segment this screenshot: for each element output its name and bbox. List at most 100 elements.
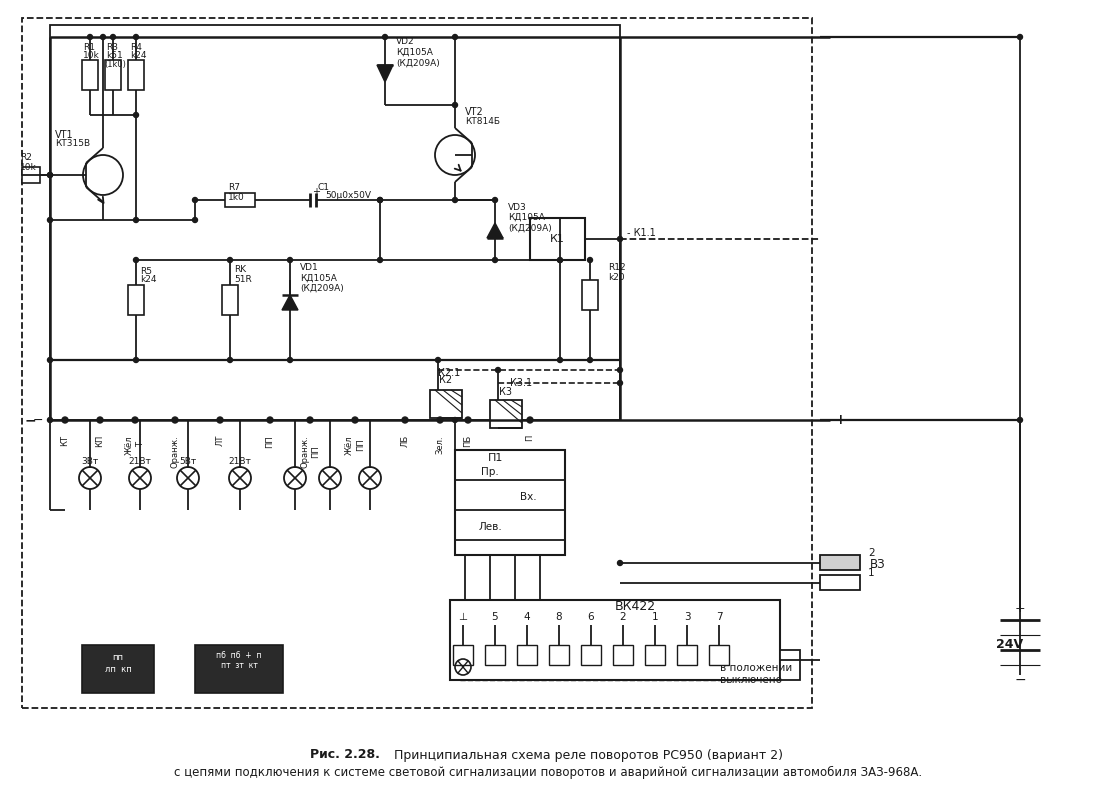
- Text: R12: R12: [608, 264, 626, 273]
- Text: +: +: [1015, 602, 1026, 614]
- Text: - К1.1: - К1.1: [627, 228, 655, 238]
- Bar: [517, 645, 537, 665]
- Circle shape: [132, 417, 138, 423]
- Text: Вх.: Вх.: [520, 492, 537, 502]
- Bar: [709, 645, 729, 665]
- Bar: [128, 285, 144, 315]
- Circle shape: [495, 367, 501, 372]
- Circle shape: [558, 257, 562, 262]
- Text: пп: пп: [113, 654, 124, 662]
- Circle shape: [98, 417, 103, 423]
- Bar: [128, 60, 144, 90]
- Circle shape: [111, 34, 115, 39]
- Circle shape: [1017, 34, 1023, 39]
- Text: КД105А: КД105А: [396, 47, 433, 56]
- Text: 8: 8: [556, 612, 562, 622]
- Text: C1: C1: [318, 183, 330, 192]
- Text: КТ814Б: КТ814Б: [465, 116, 500, 125]
- Bar: [820, 575, 860, 590]
- Polygon shape: [377, 65, 393, 82]
- Bar: [82, 60, 98, 90]
- Text: К3: К3: [500, 387, 513, 397]
- Text: Жёл
ПП: Жёл ПП: [345, 435, 365, 455]
- Text: RK: RK: [235, 265, 247, 274]
- Text: ВЗ: ВЗ: [870, 558, 886, 572]
- Circle shape: [287, 257, 293, 262]
- Circle shape: [47, 358, 53, 363]
- Circle shape: [88, 34, 92, 39]
- Text: 2: 2: [868, 548, 875, 558]
- Text: −: −: [1014, 673, 1026, 687]
- Circle shape: [617, 237, 623, 241]
- Circle shape: [383, 34, 388, 39]
- Circle shape: [228, 358, 232, 363]
- Bar: [677, 645, 697, 665]
- Circle shape: [134, 217, 138, 222]
- Polygon shape: [282, 295, 298, 310]
- Text: выключено: выключено: [720, 675, 783, 685]
- Circle shape: [47, 217, 53, 222]
- Text: ЛТ: ЛТ: [216, 435, 225, 447]
- Bar: [195, 645, 283, 693]
- Text: ЛБ: ЛБ: [400, 435, 410, 448]
- Circle shape: [352, 417, 358, 423]
- Circle shape: [587, 257, 593, 262]
- Bar: [453, 645, 473, 665]
- Circle shape: [377, 197, 383, 202]
- Text: −: −: [33, 414, 43, 427]
- Circle shape: [228, 257, 232, 262]
- Bar: [450, 600, 780, 680]
- Bar: [582, 280, 598, 310]
- Circle shape: [558, 257, 562, 262]
- Text: R4: R4: [130, 43, 141, 52]
- Text: VD2: VD2: [396, 38, 414, 47]
- Text: с цепями подключения к системе световой сигнализации поворотов и аварийной сигна: с цепями подключения к системе световой …: [174, 765, 922, 779]
- Text: 21Вт: 21Вт: [128, 457, 151, 467]
- Text: 5: 5: [492, 612, 499, 622]
- Bar: [430, 390, 463, 418]
- Text: 4: 4: [524, 612, 530, 622]
- Circle shape: [453, 34, 457, 39]
- Circle shape: [453, 103, 457, 107]
- Bar: [530, 218, 585, 260]
- Text: −: −: [24, 413, 36, 427]
- Bar: [455, 450, 566, 555]
- Text: П1: П1: [488, 453, 503, 463]
- Circle shape: [193, 217, 197, 222]
- Text: (1k0): (1k0): [104, 60, 126, 70]
- Circle shape: [587, 358, 593, 363]
- Circle shape: [453, 197, 457, 202]
- Text: k24: k24: [130, 51, 147, 59]
- Bar: [105, 60, 121, 90]
- Circle shape: [47, 418, 53, 423]
- Text: КД105А: КД105А: [300, 273, 336, 282]
- Circle shape: [134, 257, 138, 262]
- Circle shape: [437, 417, 443, 423]
- Circle shape: [47, 172, 53, 177]
- Bar: [50, 25, 620, 420]
- Circle shape: [377, 257, 383, 262]
- Text: 21Вт: 21Вт: [229, 457, 251, 467]
- Text: (КД209А): (КД209А): [300, 283, 344, 293]
- Text: 10k: 10k: [20, 163, 37, 172]
- Circle shape: [307, 417, 313, 423]
- Text: Рис. 2.28.: Рис. 2.28.: [310, 748, 380, 762]
- Text: Оранж.: Оранж.: [171, 435, 180, 468]
- Text: К2.1: К2.1: [438, 368, 460, 378]
- Bar: [82, 645, 155, 693]
- Bar: [549, 645, 569, 665]
- Bar: [22, 18, 812, 708]
- Text: VT1: VT1: [55, 130, 73, 140]
- Text: Пр.: Пр.: [481, 467, 499, 477]
- Text: ПБ: ПБ: [464, 435, 472, 448]
- Circle shape: [1017, 418, 1023, 423]
- Text: 6: 6: [587, 612, 594, 622]
- Text: П: П: [525, 435, 535, 441]
- Text: k20: k20: [608, 273, 625, 282]
- Text: К1: К1: [549, 234, 564, 244]
- Text: Оранж.
ПП: Оранж. ПП: [300, 435, 320, 468]
- Bar: [613, 645, 633, 665]
- Bar: [486, 645, 505, 665]
- Text: 50µ0x50V: 50µ0x50V: [326, 191, 372, 200]
- Text: КТ315В: КТ315В: [55, 140, 90, 148]
